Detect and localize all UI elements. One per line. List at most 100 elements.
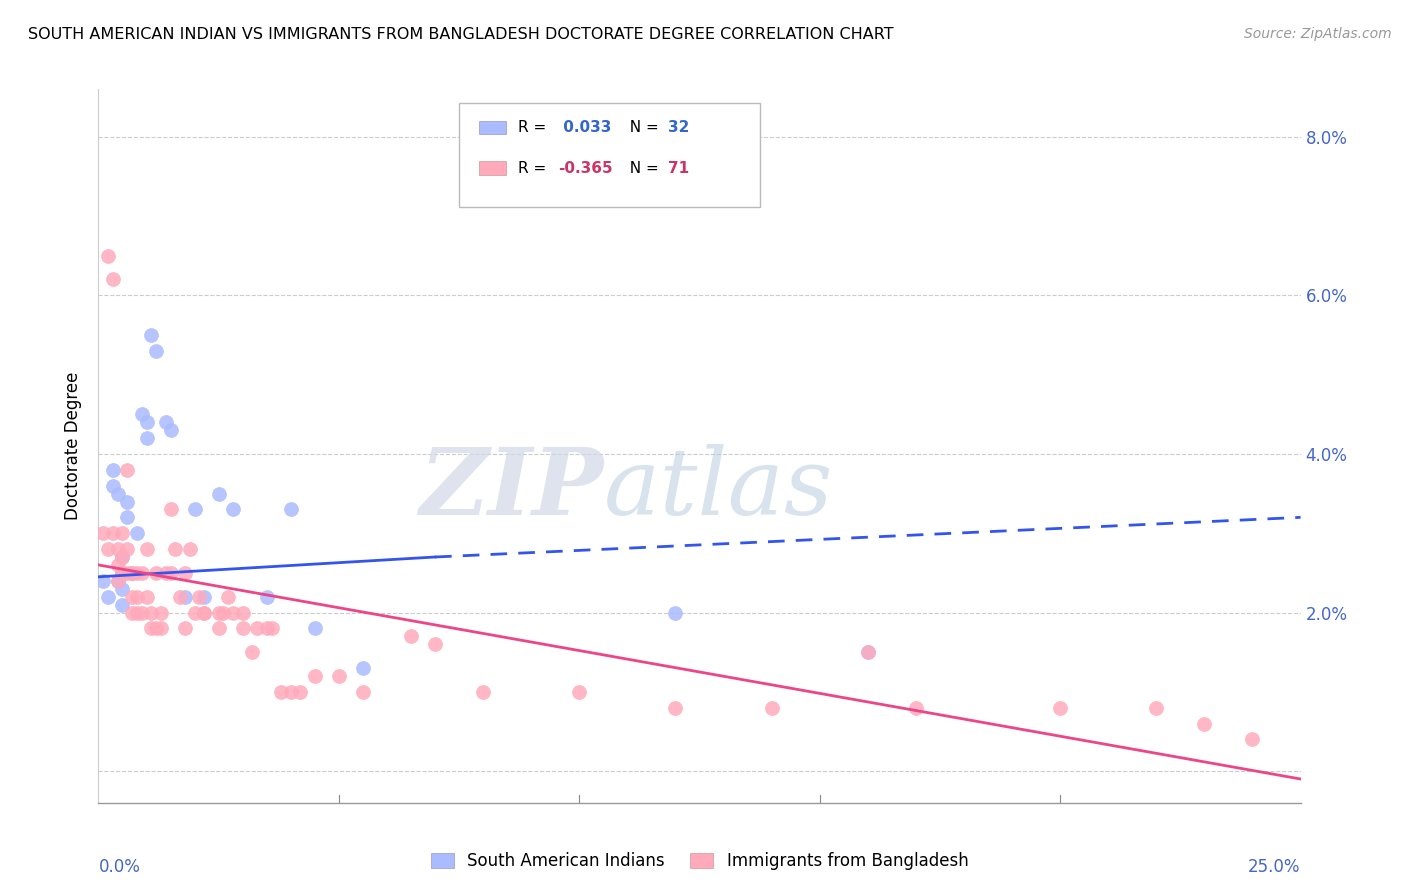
Point — [183, 502, 205, 516]
Point — [260, 621, 283, 635]
Point — [131, 407, 153, 421]
Point — [472, 685, 495, 699]
Point — [111, 549, 134, 564]
Point — [904, 700, 927, 714]
Point — [107, 558, 129, 572]
Point — [91, 574, 114, 588]
Point — [111, 582, 134, 596]
Point — [97, 249, 120, 263]
Point — [159, 566, 181, 580]
Point — [111, 566, 134, 580]
Point — [125, 566, 148, 580]
Point — [352, 685, 374, 699]
Text: SOUTH AMERICAN INDIAN VS IMMIGRANTS FROM BANGLADESH DOCTORATE DEGREE CORRELATION: SOUTH AMERICAN INDIAN VS IMMIGRANTS FROM… — [28, 27, 894, 42]
Point — [97, 590, 120, 604]
Point — [101, 463, 124, 477]
Point — [568, 685, 591, 699]
Point — [107, 542, 129, 557]
Point — [121, 566, 143, 580]
FancyBboxPatch shape — [458, 103, 759, 207]
Point — [97, 542, 120, 557]
Point — [111, 549, 134, 564]
Point — [159, 423, 181, 437]
Text: 71: 71 — [668, 161, 689, 176]
Text: R =: R = — [517, 120, 551, 135]
Point — [165, 542, 187, 557]
Point — [91, 526, 114, 541]
Point — [101, 478, 124, 492]
Point — [125, 606, 148, 620]
Point — [135, 415, 157, 429]
Point — [117, 542, 139, 557]
Point — [212, 606, 235, 620]
Point — [183, 606, 205, 620]
Point — [856, 645, 879, 659]
Point — [222, 502, 245, 516]
Point — [141, 328, 163, 343]
Point — [101, 526, 124, 541]
Point — [193, 606, 215, 620]
Point — [145, 343, 167, 358]
Text: Source: ZipAtlas.com: Source: ZipAtlas.com — [1244, 27, 1392, 41]
Point — [121, 590, 143, 604]
Point — [117, 494, 139, 508]
Point — [193, 590, 215, 604]
Point — [131, 606, 153, 620]
Point — [111, 566, 134, 580]
Bar — [479, 161, 506, 175]
Point — [664, 700, 686, 714]
Point — [121, 606, 143, 620]
Point — [117, 463, 139, 477]
Point — [256, 590, 278, 604]
Point — [208, 486, 231, 500]
Point — [121, 566, 143, 580]
Text: 0.0%: 0.0% — [98, 858, 141, 876]
Point — [290, 685, 312, 699]
Y-axis label: Doctorate Degree: Doctorate Degree — [65, 372, 83, 520]
Point — [246, 621, 269, 635]
Point — [117, 566, 139, 580]
Point — [111, 526, 134, 541]
Text: N =: N = — [620, 161, 664, 176]
Point — [208, 621, 231, 635]
Point — [232, 621, 254, 635]
Point — [280, 502, 302, 516]
Point — [761, 700, 783, 714]
Point — [101, 272, 124, 286]
Point — [256, 621, 278, 635]
Point — [107, 486, 129, 500]
Point — [328, 669, 350, 683]
Point — [399, 629, 422, 643]
Point — [169, 590, 191, 604]
Text: -0.365: -0.365 — [558, 161, 612, 176]
Point — [304, 621, 326, 635]
Point — [174, 621, 197, 635]
Point — [149, 621, 172, 635]
Point — [141, 621, 163, 635]
Point — [188, 590, 211, 604]
Text: 25.0%: 25.0% — [1249, 858, 1301, 876]
Point — [208, 606, 231, 620]
Text: 32: 32 — [668, 120, 689, 135]
Point — [193, 606, 215, 620]
Point — [107, 574, 129, 588]
Point — [217, 590, 239, 604]
Point — [179, 542, 201, 557]
Point — [131, 566, 153, 580]
Point — [352, 661, 374, 675]
Point — [232, 606, 254, 620]
Point — [270, 685, 292, 699]
Point — [280, 685, 302, 699]
Point — [664, 606, 686, 620]
Point — [117, 510, 139, 524]
Point — [174, 566, 197, 580]
Point — [149, 606, 172, 620]
Point — [155, 415, 177, 429]
Text: R =: R = — [517, 161, 551, 176]
Point — [1049, 700, 1071, 714]
Point — [1144, 700, 1167, 714]
Point — [856, 645, 879, 659]
Point — [125, 590, 148, 604]
Bar — [479, 120, 506, 134]
Point — [174, 590, 197, 604]
